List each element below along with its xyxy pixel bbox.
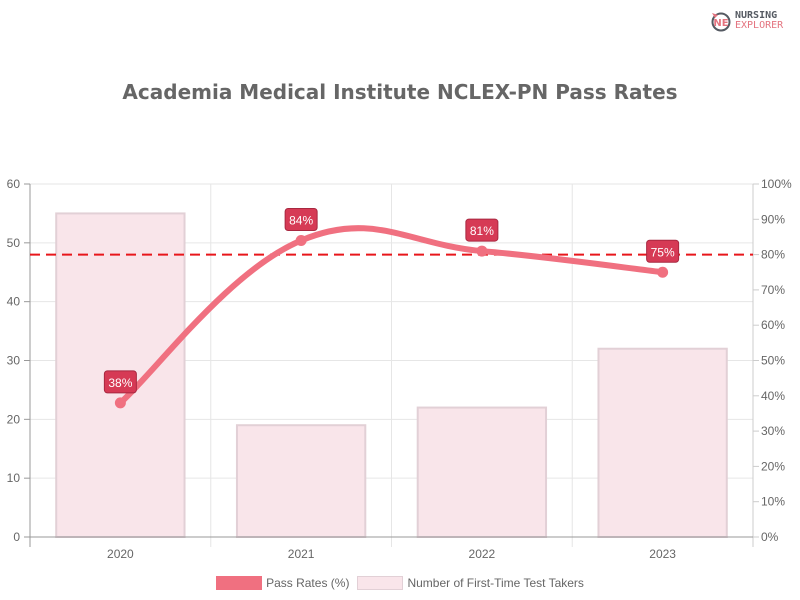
legend-label: Pass Rates (%) bbox=[266, 576, 350, 590]
axes: 2020 2021 2022 2023 bbox=[29, 184, 754, 561]
x-tick-label: 2021 bbox=[288, 547, 315, 561]
svg-text:38%: 38% bbox=[108, 376, 132, 390]
svg-text:84%: 84% bbox=[289, 213, 313, 227]
y-right-tick-label: 80% bbox=[761, 248, 785, 262]
y-right-tick-label: 20% bbox=[761, 459, 785, 473]
y-left-tick-label: 10 bbox=[7, 471, 21, 485]
legend-label: Number of First-Time Test Takers bbox=[407, 576, 584, 590]
y-left-tick-label: 20 bbox=[7, 412, 21, 426]
x-tick-label: 2023 bbox=[649, 547, 676, 561]
bar[interactable] bbox=[597, 347, 728, 538]
line-point[interactable] bbox=[657, 266, 669, 278]
y-left-tick-label: 60 bbox=[7, 177, 21, 191]
y-right-tick-label: 100% bbox=[761, 177, 792, 191]
nursing-explorer-logo[interactable]: NE NURSING EXPLORER bbox=[710, 8, 794, 34]
y-right-tick-label: 60% bbox=[761, 318, 785, 332]
line-point[interactable] bbox=[476, 245, 488, 257]
bar[interactable] bbox=[416, 406, 548, 539]
y-right-tick-label: 0% bbox=[761, 530, 779, 544]
chart-title: Academia Medical Institute NCLEX-PN Pass… bbox=[122, 80, 678, 104]
x-tick-label: 2020 bbox=[107, 547, 134, 561]
data-label: 81% bbox=[465, 218, 499, 242]
legend-swatch-bar bbox=[357, 576, 404, 590]
y-left-tick-label: 0 bbox=[13, 530, 20, 544]
y-right-tick-label: 70% bbox=[761, 283, 785, 297]
y-right-tick-label: 10% bbox=[761, 495, 785, 509]
data-labels: 38% 84% 81% 75% bbox=[103, 207, 680, 394]
data-label: 38% bbox=[103, 370, 137, 394]
line-series bbox=[114, 225, 669, 409]
bar[interactable] bbox=[235, 424, 367, 539]
logo-line1: NURSING bbox=[735, 10, 778, 21]
legend: Pass Rates (%) Number of First-Time Test… bbox=[0, 576, 800, 590]
data-label: 84% bbox=[284, 207, 318, 231]
x-tick-label: 2022 bbox=[469, 547, 496, 561]
line-point[interactable] bbox=[295, 234, 307, 246]
legend-item-pass-rates[interactable]: Pass Rates (%) bbox=[216, 576, 349, 590]
y-left-tick-label: 50 bbox=[7, 236, 21, 250]
legend-swatch-line bbox=[216, 576, 263, 590]
svg-text:NE: NE bbox=[713, 18, 728, 29]
y-right-tick-label: 40% bbox=[761, 389, 785, 403]
data-label: 75% bbox=[646, 239, 680, 263]
y-right-tick-label: 30% bbox=[761, 424, 785, 438]
svg-text:81%: 81% bbox=[470, 224, 494, 238]
legend-item-test-takers[interactable]: Number of First-Time Test Takers bbox=[357, 576, 584, 590]
nursing-explorer-logo-icon: NE bbox=[711, 12, 731, 32]
y-right-tick-label: 50% bbox=[761, 354, 785, 368]
svg-text:75%: 75% bbox=[651, 245, 675, 259]
logo-line2: EXPLORER bbox=[735, 20, 784, 31]
line-point[interactable] bbox=[114, 397, 126, 409]
y-right-tick-label: 90% bbox=[761, 212, 785, 226]
y-left-tick-label: 40 bbox=[7, 295, 21, 309]
y-left-tick-label: 30 bbox=[7, 354, 21, 368]
